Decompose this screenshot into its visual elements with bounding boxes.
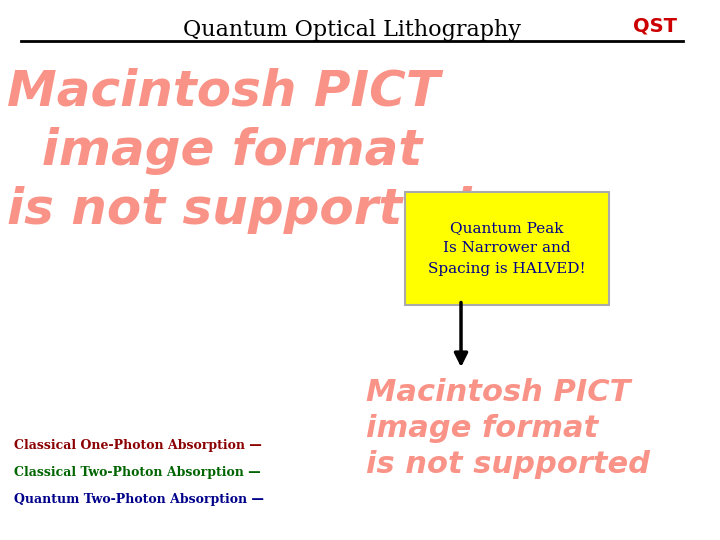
Text: Quantum Two-Photon Absorption —: Quantum Two-Photon Absorption — [14,493,264,506]
Text: Macintosh PICT
image format
is not supported: Macintosh PICT image format is not suppo… [366,378,650,479]
FancyBboxPatch shape [405,192,609,305]
Text: QST: QST [633,16,677,35]
Text: Quantum Peak
Is Narrower and
Spacing is HALVED!: Quantum Peak Is Narrower and Spacing is … [428,221,585,276]
Text: Classical Two-Photon Absorption —: Classical Two-Photon Absorption — [14,466,261,479]
Text: Macintosh PICT
  image format
is not supported: Macintosh PICT image format is not suppo… [7,68,472,234]
Text: Quantum Optical Lithography: Quantum Optical Lithography [183,19,521,41]
Text: Classical One-Photon Absorption —: Classical One-Photon Absorption — [14,439,262,452]
